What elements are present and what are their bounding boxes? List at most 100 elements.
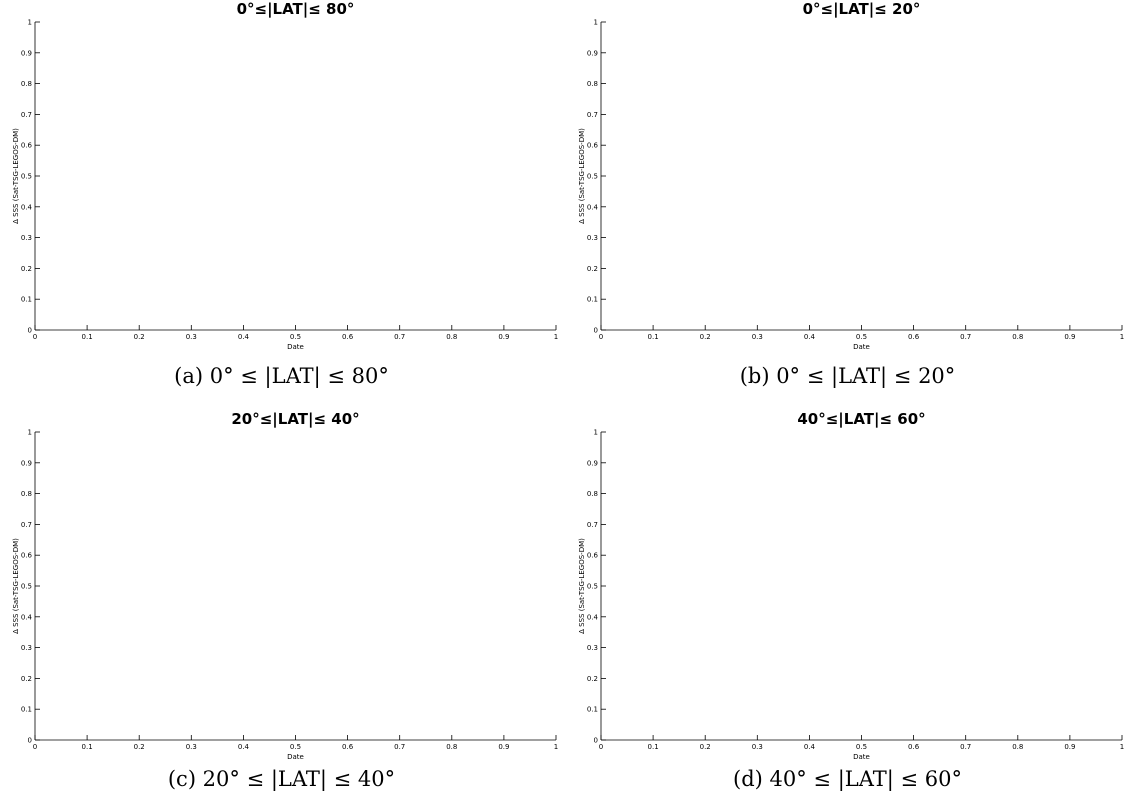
x-tick-label-d: 0.4	[804, 743, 816, 751]
x-tick-label-d: 0.6	[908, 743, 920, 751]
y-tick-label-b: 0.9	[587, 49, 598, 57]
chart-title-c: 20°≤|LAT|≤ 40°	[231, 410, 359, 429]
y-axis-label-d: Δ SSS (Sat-TSG-LEGOS-DM)	[578, 538, 586, 634]
x-tick-label-c: 0.2	[134, 743, 145, 751]
y-tick-label-b: 0.2	[587, 265, 598, 273]
x-axis-label-d: Date	[853, 753, 870, 761]
y-tick-label-a: 0.2	[21, 265, 32, 273]
y-tick-label-c: 0	[28, 737, 32, 745]
y-axis-label-b: Δ SSS (Sat-TSG-LEGOS-DM)	[578, 128, 586, 224]
y-tick-label-d: 0.3	[587, 644, 598, 652]
y-tick-label-b: 0.6	[587, 142, 599, 150]
x-tick-label-a: 0.2	[134, 333, 145, 341]
x-tick-label-b: 0.6	[908, 333, 920, 341]
y-tick-label-a: 0.5	[21, 173, 32, 181]
x-tick-label-a: 0.7	[394, 333, 405, 341]
y-tick-label-b: 0.5	[587, 173, 598, 181]
x-tick-label-c: 0.7	[394, 743, 405, 751]
x-tick-label-c: 1	[554, 743, 558, 751]
y-tick-label-c: 0.6	[21, 552, 33, 560]
x-tick-label-a: 0.6	[342, 333, 354, 341]
x-tick-label-a: 0.4	[238, 333, 250, 341]
x-tick-label-c: 0.3	[186, 743, 197, 751]
y-tick-label-c: 0.4	[21, 613, 33, 621]
y-tick-label-a: 0.4	[21, 203, 33, 211]
x-tick-label-b: 0.8	[1012, 333, 1023, 341]
y-tick-label-b: 0.3	[587, 234, 598, 242]
y-tick-label-b: 0.8	[587, 80, 598, 88]
y-tick-label-d: 0.8	[587, 490, 598, 498]
x-tick-label-c: 0.8	[446, 743, 457, 751]
x-tick-label-d: 0.9	[1064, 743, 1075, 751]
y-tick-label-c: 0.9	[21, 459, 32, 467]
chart-title-a: 0°≤|LAT|≤ 80°	[237, 0, 355, 19]
y-tick-label-c: 0.7	[21, 521, 32, 529]
x-tick-label-b: 0.5	[856, 333, 867, 341]
y-tick-label-d: 0.5	[587, 583, 598, 591]
x-tick-label-c: 0.6	[342, 743, 354, 751]
y-tick-label-a: 0.1	[21, 296, 32, 304]
y-axis-label-c: Δ SSS (Sat-TSG-LEGOS-DM)	[12, 538, 20, 634]
x-tick-label-d: 0.3	[752, 743, 763, 751]
y-tick-label-d: 1	[594, 429, 598, 437]
x-tick-label-c: 0.5	[290, 743, 301, 751]
y-tick-label-d: 0	[594, 737, 598, 745]
x-tick-label-b: 0.4	[804, 333, 816, 341]
x-axis-label-c: Date	[287, 753, 304, 761]
x-tick-label-b: 1	[1120, 333, 1124, 341]
x-tick-label-c: 0.1	[82, 743, 93, 751]
chart-panel-b: 0 0.1 0.2 0.3 0.4 0.5 0.6 0.7 0.8 0.9 1 0 0.1 0.2 0.3 0…	[566, 0, 1126, 402]
x-tick-label-a: 0.9	[498, 333, 509, 341]
y-tick-label-b: 0.1	[587, 296, 598, 304]
x-tick-label-b: 0.2	[700, 333, 711, 341]
x-tick-label-c: 0	[33, 743, 37, 751]
y-tick-label-d: 0.2	[587, 675, 598, 683]
chart-panel-c: 0 0.1 0.2 0.3 0.4 0.5 0.6 0.7 0.8 0.9 1 0 0.1 0.2 0.3 0…	[0, 402, 563, 804]
y-tick-label-b: 0.4	[587, 203, 599, 211]
x-tick-label-c: 0.4	[238, 743, 250, 751]
x-tick-label-a: 1	[554, 333, 558, 341]
x-tick-label-d: 0.8	[1012, 743, 1023, 751]
chart-d: 0 0.1 0.2 0.3 0.4 0.5 0.6 0.7 0.8 0.9 1 0 0.1 0.2 0.3 0…	[578, 410, 1124, 761]
x-axis-label-a: Date	[287, 343, 304, 351]
y-tick-label-d: 0.7	[587, 521, 598, 529]
caption-c: (c) 20° ≤ |LAT| ≤ 40°	[167, 767, 396, 791]
y-tick-label-a: 0.6	[21, 142, 33, 150]
y-tick-label-c: 0.1	[21, 706, 32, 714]
x-tick-label-b: 0.9	[1064, 333, 1075, 341]
y-axis-label-a: Δ SSS (Sat-TSG-LEGOS-DM)	[12, 128, 20, 224]
chart-a: 0 0.1 0.2 0.3 0.4 0.5 0.6 0.7 0.8 0.9 1 0 0.1 0.2 0.3 0…	[12, 0, 558, 351]
x-tick-label-d: 0.7	[960, 743, 971, 751]
y-tick-label-c: 0.2	[21, 675, 32, 683]
x-tick-label-d: 0	[599, 743, 603, 751]
y-tick-label-c: 0.8	[21, 490, 32, 498]
chart-b: 0 0.1 0.2 0.3 0.4 0.5 0.6 0.7 0.8 0.9 1 0 0.1 0.2 0.3 0…	[578, 0, 1124, 351]
x-tick-label-a: 0.3	[186, 333, 197, 341]
caption-a: (a) 0° ≤ |LAT| ≤ 80°	[174, 364, 389, 388]
y-tick-label-a: 0.9	[21, 49, 32, 57]
y-tick-label-a: 0	[28, 327, 32, 335]
x-tick-label-b: 0.1	[648, 333, 659, 341]
y-tick-label-b: 1	[594, 19, 598, 27]
chart-c: 0 0.1 0.2 0.3 0.4 0.5 0.6 0.7 0.8 0.9 1 0 0.1 0.2 0.3 0…	[12, 410, 558, 761]
x-tick-label-d: 0.1	[648, 743, 659, 751]
x-tick-label-d: 1	[1120, 743, 1124, 751]
y-tick-label-d: 0.1	[587, 706, 598, 714]
y-tick-label-a: 0.8	[21, 80, 32, 88]
x-tick-label-a: 0.1	[82, 333, 93, 341]
y-tick-label-b: 0	[594, 327, 598, 335]
x-axis-label-b: Date	[853, 343, 870, 351]
caption-d: (d) 40° ≤ |LAT| ≤ 60°	[733, 767, 962, 791]
y-tick-label-c: 0.5	[21, 583, 32, 591]
x-tick-label-c: 0.9	[498, 743, 509, 751]
caption-b: (b) 0° ≤ |LAT| ≤ 20°	[739, 364, 956, 388]
y-tick-label-a: 0.3	[21, 234, 32, 242]
y-tick-label-a: 0.7	[21, 111, 32, 119]
y-tick-label-d: 0.9	[587, 459, 598, 467]
x-tick-label-b: 0.7	[960, 333, 971, 341]
y-tick-label-a: 1	[28, 19, 32, 27]
x-tick-label-d: 0.5	[856, 743, 867, 751]
x-tick-label-b: 0	[599, 333, 603, 341]
x-tick-label-a: 0	[33, 333, 37, 341]
y-tick-label-d: 0.4	[587, 613, 599, 621]
